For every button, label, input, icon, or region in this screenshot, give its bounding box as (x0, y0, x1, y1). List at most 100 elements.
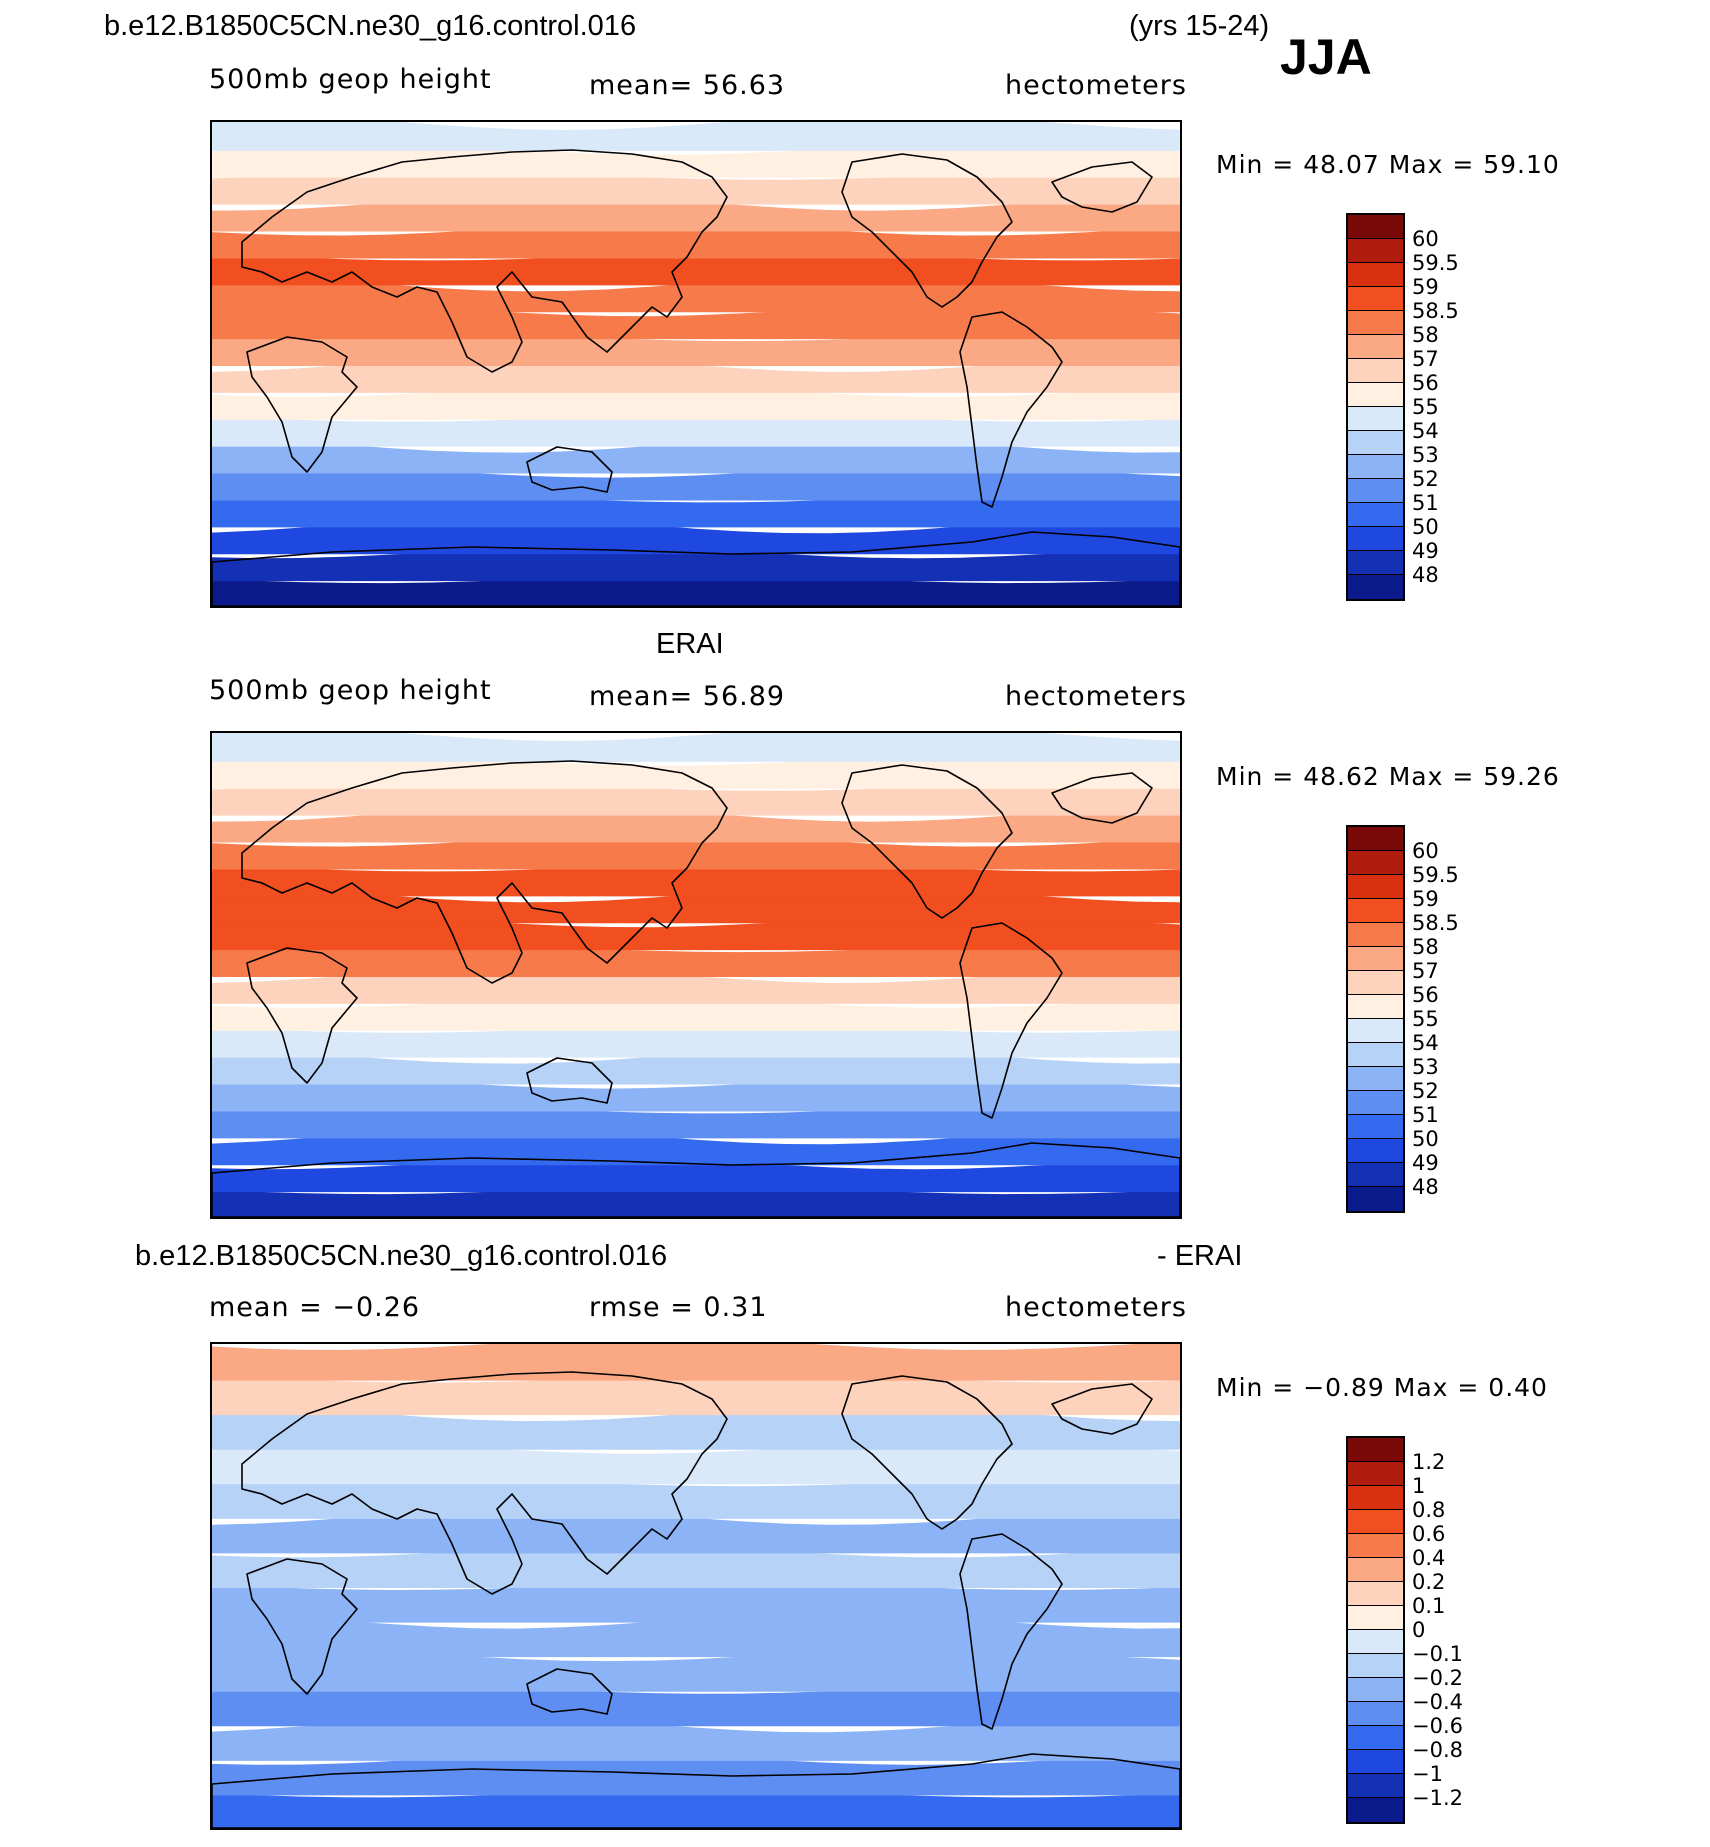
colorbar-swatch (1348, 1774, 1403, 1798)
colorbar-label: 0.1 (1412, 1594, 1446, 1618)
panel1-map-field (212, 122, 1180, 606)
panel3-title-right: - ERAI (1157, 1240, 1243, 1272)
colorbar-swatch (1348, 431, 1403, 455)
colorbar-swatch (1348, 1462, 1403, 1486)
panel3-mean: mean = −0.26 (209, 1292, 421, 1323)
contour-band (212, 575, 1180, 606)
season-label: JJA (1280, 29, 1372, 85)
contour-band (212, 1685, 1180, 1727)
colorbar-swatch (1348, 1678, 1403, 1702)
colorbar-swatch (1348, 1582, 1403, 1606)
colorbar-label: 53 (1412, 443, 1439, 467)
panel2-units: hectometers (1005, 681, 1187, 712)
colorbar-label: 48 (1412, 1175, 1439, 1199)
contour-band (212, 333, 1180, 366)
panel3-map (210, 1342, 1182, 1830)
contour-band (212, 944, 1180, 977)
contour-band (212, 1157, 1180, 1193)
colorbar-swatch (1348, 383, 1403, 407)
colorbar-swatch (1348, 1187, 1403, 1211)
colorbar-swatch (1348, 407, 1403, 431)
colorbar-label: 48 (1412, 563, 1439, 587)
colorbar-swatch (1348, 551, 1403, 575)
case-title: b.e12.B1850C5CN.ne30_g16.control.016 (104, 10, 637, 42)
contour-band (212, 995, 1180, 1031)
colorbar-swatch (1348, 1115, 1403, 1139)
colorbar-swatch (1348, 923, 1403, 947)
colorbar-swatch (1348, 971, 1403, 995)
coastline (246, 947, 358, 1084)
colorbar-label: 58 (1412, 935, 1439, 959)
contour-band (212, 465, 1180, 501)
contour-band (212, 1405, 1180, 1450)
colorbar-label: 59 (1412, 275, 1439, 299)
contour-band (212, 413, 1180, 447)
contour-band (212, 1545, 1180, 1588)
contour-band (212, 1649, 1180, 1692)
panel3-map-field (212, 1344, 1180, 1828)
colorbar-swatch (1348, 995, 1403, 1019)
panel2-variable: 500mb geop height (209, 675, 492, 706)
panel3-units: hectometers (1005, 1292, 1187, 1323)
contour-band (212, 1374, 1180, 1416)
colorbar-swatch (1348, 899, 1403, 923)
coastline (212, 1753, 1180, 1828)
colorbar-swatch (1348, 1750, 1403, 1774)
colorbar-swatch (1348, 947, 1403, 971)
colorbar-label: 49 (1412, 1151, 1439, 1175)
coastline (841, 153, 1013, 308)
colorbar-swatch (1348, 575, 1403, 599)
colorbar-swatch (1348, 1534, 1403, 1558)
panel3-title-left: b.e12.B1850C5CN.ne30_g16.control.016 (135, 1240, 668, 1272)
colorbar-swatch (1348, 1043, 1403, 1067)
colorbar-swatch (1348, 1726, 1403, 1750)
coastline (1051, 161, 1153, 213)
contour-band (212, 1076, 1180, 1112)
contour-band (212, 1186, 1180, 1217)
panel2-title: ERAI (656, 628, 724, 660)
colorbar-label: 52 (1412, 467, 1439, 491)
colorbar-label: 60 (1412, 839, 1439, 863)
colorbar-label: 51 (1412, 491, 1439, 515)
panel1-colorbar (1346, 213, 1405, 601)
colorbar-label: 59.5 (1412, 863, 1459, 887)
colorbar-swatch (1348, 527, 1403, 551)
colorbar-swatch (1348, 1630, 1403, 1654)
coastline (241, 1371, 728, 1595)
colorbar-label: 56 (1412, 983, 1439, 1007)
colorbar-swatch (1348, 1510, 1403, 1534)
colorbar-label: 0.4 (1412, 1546, 1446, 1570)
contour-band (212, 122, 1180, 151)
colorbar-label: 49 (1412, 539, 1439, 563)
colorbar-swatch (1348, 287, 1403, 311)
contour-band (212, 171, 1180, 205)
colorbar-label: 60 (1412, 227, 1439, 251)
coastline (526, 1668, 613, 1715)
colorbar-swatch (1348, 827, 1403, 851)
panel1-variable: 500mb geop height (209, 64, 492, 95)
contour-band (212, 494, 1180, 528)
colorbar-label: 0.6 (1412, 1522, 1446, 1546)
colorbar-swatch (1348, 455, 1403, 479)
colorbar-label: −0.4 (1412, 1690, 1463, 1714)
colorbar-swatch (1348, 263, 1403, 287)
colorbar-label: −0.6 (1412, 1714, 1463, 1738)
panel2-map-field (212, 733, 1180, 1217)
colorbar-swatch (1348, 1798, 1403, 1822)
colorbar-swatch (1348, 335, 1403, 359)
coastline (959, 311, 1063, 508)
coastline (241, 149, 728, 373)
colorbar-label: 1 (1412, 1474, 1426, 1498)
colorbar-label: 0.2 (1412, 1570, 1446, 1594)
colorbar-label: −1.2 (1412, 1786, 1463, 1810)
colorbar-label: 0 (1412, 1618, 1426, 1642)
colorbar-label: 59.5 (1412, 251, 1459, 275)
coastline (526, 446, 613, 493)
contour-band (212, 142, 1180, 178)
coastline (212, 1142, 1180, 1217)
coastline (212, 531, 1180, 606)
years-label: (yrs 15-24) (1129, 10, 1270, 42)
colorbar-label: −1 (1412, 1762, 1443, 1786)
colorbar-swatch (1348, 311, 1403, 335)
colorbar-swatch (1348, 1091, 1403, 1115)
